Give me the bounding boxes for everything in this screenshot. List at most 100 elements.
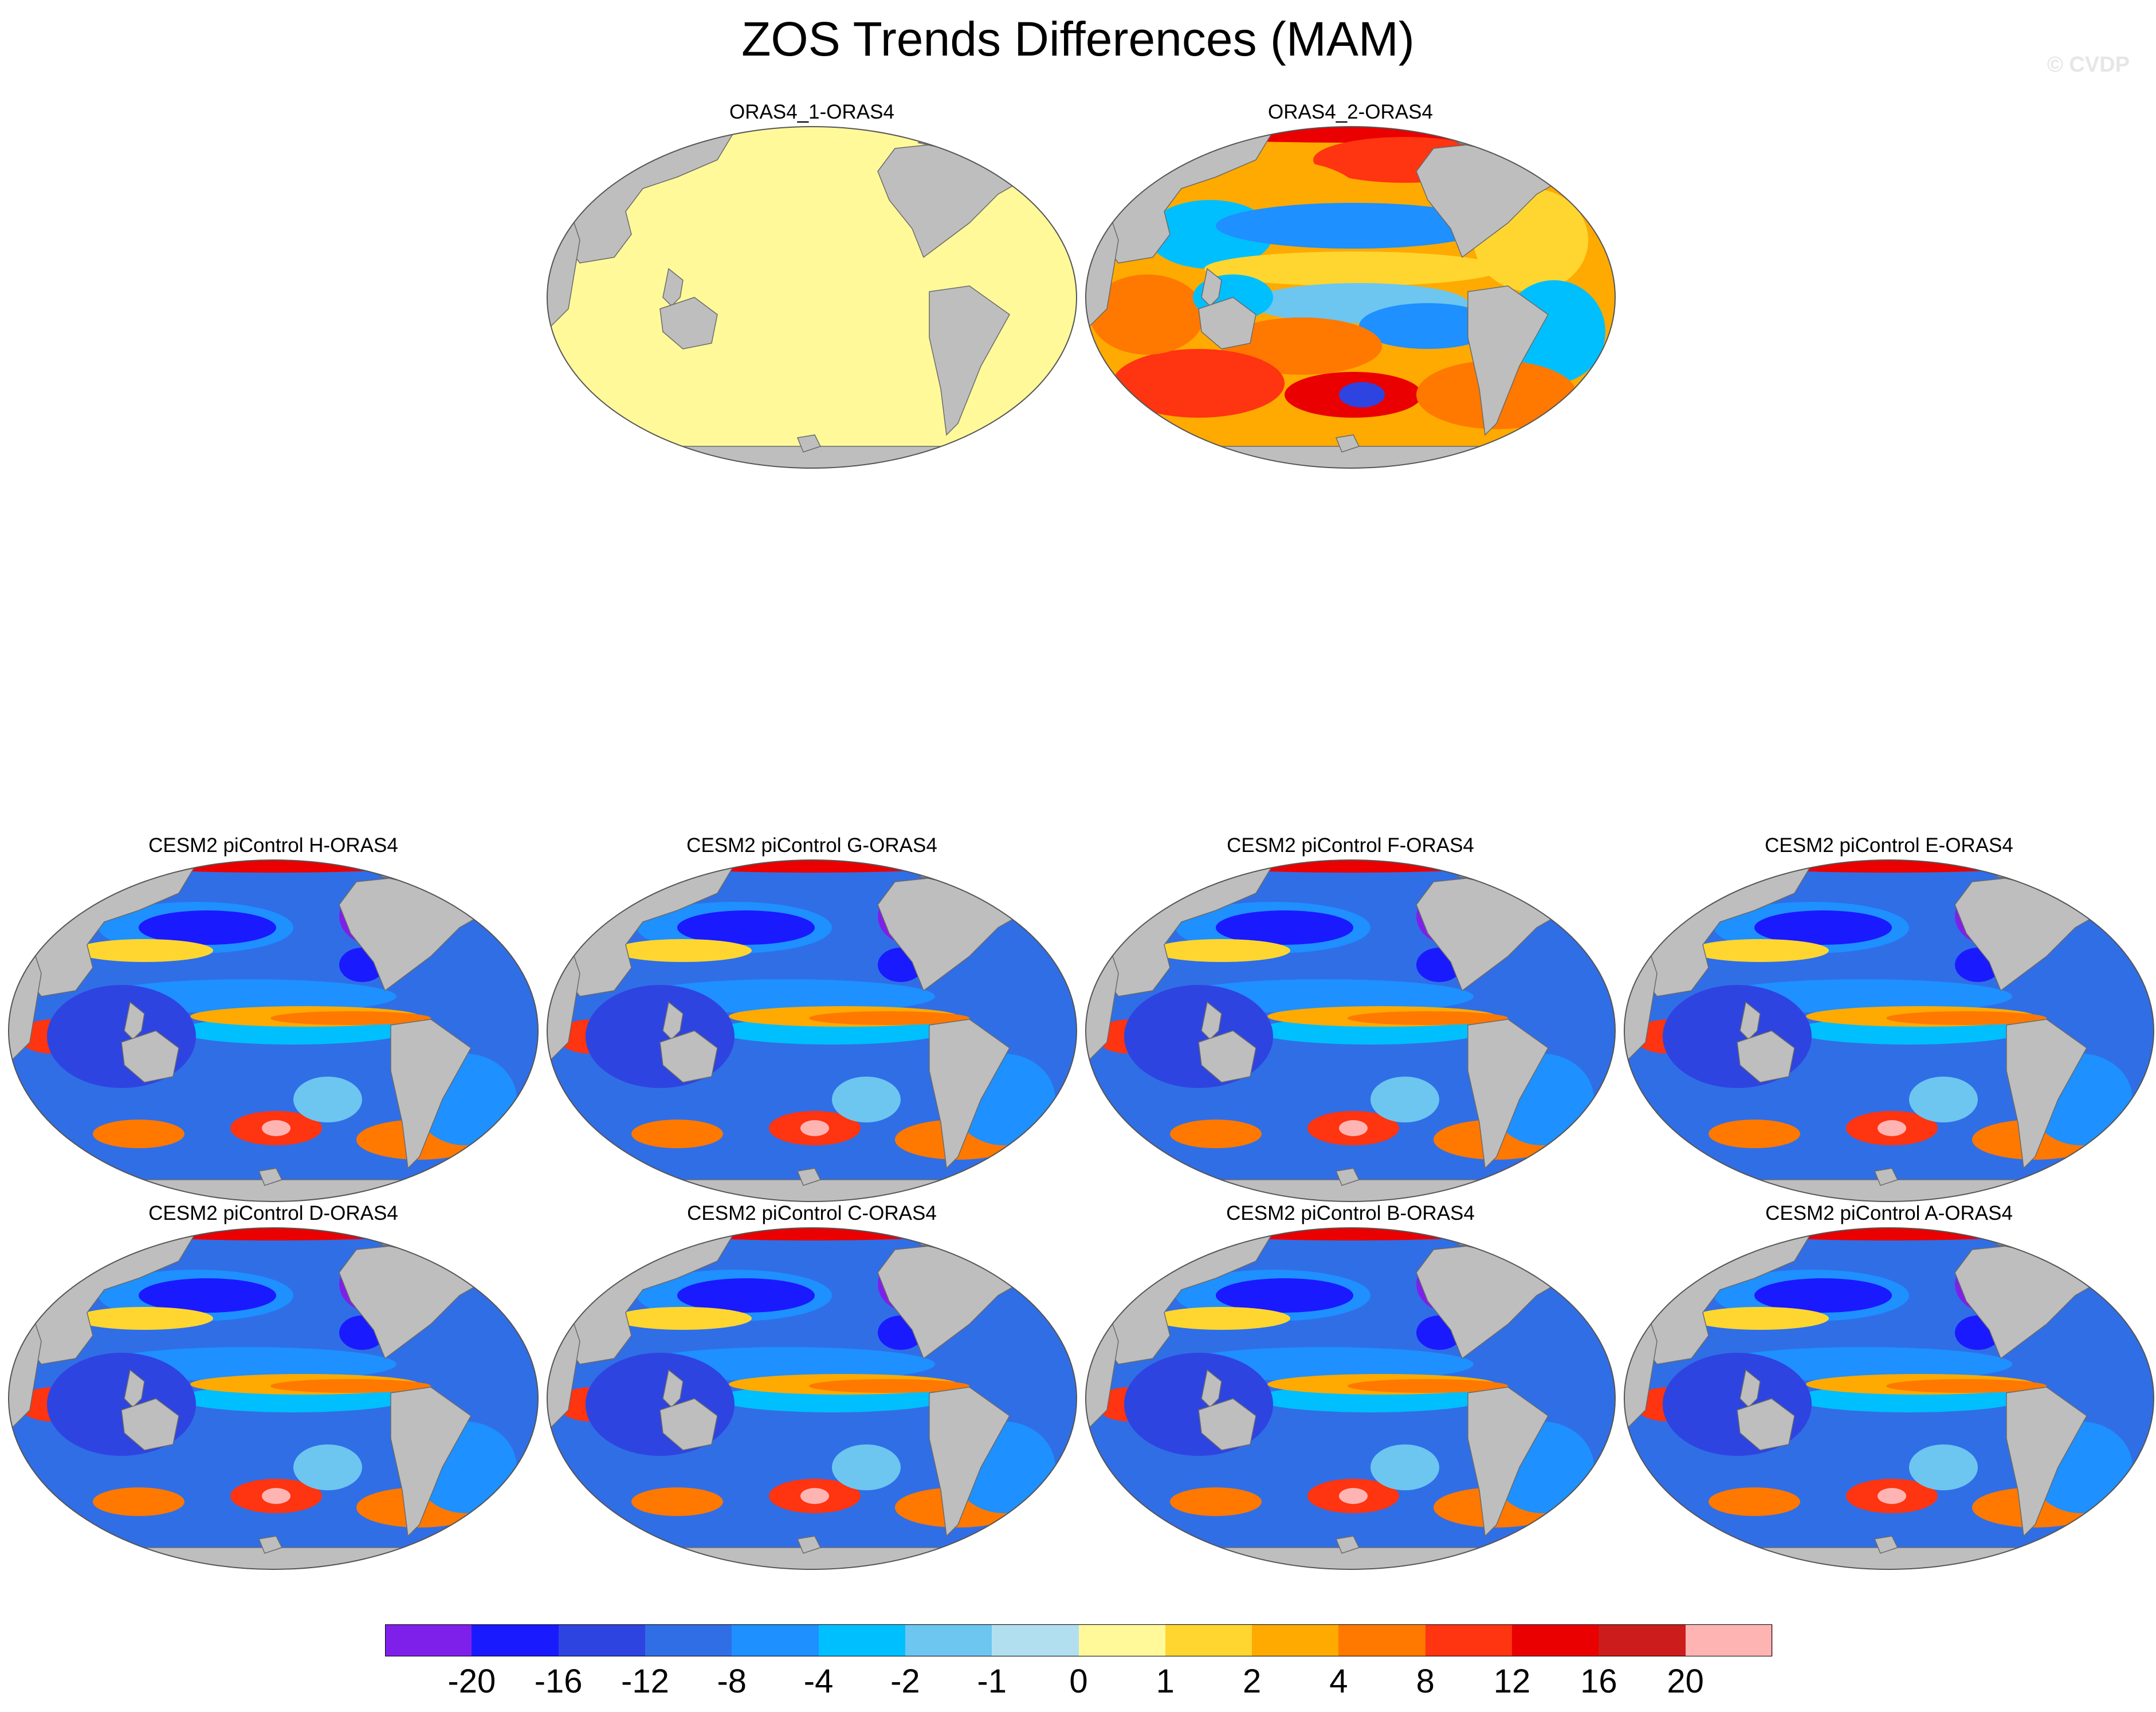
colorbar-box — [1512, 1624, 1599, 1656]
colorbar-tick-label: 20 — [1667, 1663, 1704, 1700]
anomaly-region — [640, 860, 984, 873]
map-content — [1624, 1228, 2154, 1569]
anomaly-region — [800, 1120, 829, 1136]
south-america-land — [929, 285, 1010, 436]
panel-title: CESM2 piControl H-ORAS4 — [148, 834, 398, 857]
maritime-continent-land — [1201, 268, 1222, 307]
colorbar-box — [645, 1624, 732, 1656]
anomaly-region — [800, 1488, 829, 1504]
antarctica-land — [1624, 1179, 2154, 1201]
colorbar-box — [1078, 1624, 1166, 1656]
map-content — [547, 127, 1077, 468]
antarctica-land — [1086, 446, 1615, 468]
map-outline — [1085, 859, 1616, 1202]
map-panel-oras4-2: ORAS4_2-ORAS4 — [1084, 100, 1617, 473]
colorbar-tick-label: -20 — [447, 1663, 496, 1700]
antarctic-peninsula-land — [1874, 1536, 1899, 1554]
colorbar-tick-label: -8 — [717, 1663, 747, 1700]
panel-title: CESM2 piControl D-ORAS4 — [148, 1202, 398, 1224]
panel-title: CESM2 piControl C-ORAS4 — [687, 1202, 937, 1224]
colorbar-tick-label: -2 — [890, 1663, 920, 1700]
antarctic-peninsula-land — [1874, 1168, 1899, 1186]
anomaly-region — [1717, 860, 2061, 873]
anomaly-region — [76, 939, 213, 962]
anomaly-region — [1754, 1278, 1892, 1313]
map-panel-cesm2-g: CESM2 piControl G-ORAS4 — [545, 834, 1078, 1206]
world-map — [1624, 1227, 2154, 1570]
anomaly-region — [1348, 1011, 1508, 1025]
colorbar-box — [905, 1624, 992, 1656]
anomaly-region — [1179, 860, 1522, 873]
anomaly-region — [293, 1444, 362, 1490]
antarctic-peninsula-land — [1335, 1168, 1360, 1186]
map-panel-cesm2-d: CESM2 piControl D-ORAS4 — [7, 1201, 540, 1574]
colorbar-box — [1685, 1624, 1773, 1656]
south-america-land — [2006, 1387, 2087, 1537]
map-content — [547, 1228, 1077, 1569]
colorbar-box — [1338, 1624, 1426, 1656]
anomaly-region — [1133, 127, 1568, 143]
australia-land — [1737, 1398, 1795, 1451]
anomaly-region — [631, 1487, 723, 1516]
map-content — [547, 860, 1077, 1201]
antarctic-peninsula-land — [1335, 434, 1360, 453]
anomaly-region — [640, 1228, 984, 1240]
anomaly-region — [93, 1487, 184, 1516]
panel-title: CESM2 piControl E-ORAS4 — [1765, 834, 2013, 857]
anomaly-region — [1348, 1379, 1508, 1393]
map-outline — [8, 859, 539, 1202]
antarctica-land — [1086, 1547, 1615, 1569]
panel-title: CESM2 piControl F-ORAS4 — [1227, 834, 1474, 857]
anomaly-region — [262, 1120, 290, 1136]
antarctic-peninsula-land — [796, 1168, 822, 1186]
anomaly-region — [1370, 1077, 1439, 1122]
world-map — [547, 859, 1077, 1202]
cvdp-credit: © CVDP — [2047, 53, 2130, 77]
maritime-continent-land — [1201, 1369, 1222, 1408]
maritime-continent-land — [662, 1369, 684, 1408]
anomaly-region — [270, 1379, 431, 1393]
colorbar-box — [385, 1624, 472, 1656]
maritime-continent-land — [1739, 1369, 1761, 1408]
map-outline — [1085, 126, 1616, 469]
map-outline — [547, 859, 1077, 1202]
colorbar-tick-label: 8 — [1416, 1663, 1435, 1700]
anomaly-region — [270, 1011, 431, 1025]
map-panel-cesm2-h: CESM2 piControl H-ORAS4 — [7, 834, 540, 1206]
anomaly-region — [262, 1488, 290, 1504]
maritime-continent-land — [1739, 1001, 1761, 1040]
south-america-land — [1467, 285, 1549, 436]
panel-title: ORAS4_1-ORAS4 — [729, 101, 894, 123]
antarctica-land — [547, 446, 1077, 468]
anomaly-region — [1878, 1120, 1906, 1136]
anomaly-region — [809, 1011, 969, 1025]
colorbar — [385, 1624, 1773, 1656]
colorbar-box — [992, 1624, 1079, 1656]
anomaly-region — [93, 1120, 184, 1148]
world-map — [1624, 859, 2154, 1202]
anomaly-region — [677, 1278, 815, 1313]
map-outline — [8, 1227, 539, 1570]
south-america-land — [390, 1387, 472, 1537]
australia-land — [121, 1030, 179, 1083]
anomaly-region — [1179, 1228, 1522, 1240]
antarctic-peninsula-land — [1335, 1536, 1360, 1554]
antarctica-land — [9, 1179, 538, 1201]
australia-land — [659, 1398, 718, 1451]
colorbar-tick-label: 16 — [1580, 1663, 1617, 1700]
anomaly-region — [614, 1307, 752, 1330]
map-content — [1086, 127, 1615, 468]
world-map — [547, 1227, 1077, 1570]
colorbar-box — [818, 1624, 906, 1656]
antarctica-land — [1624, 1547, 2154, 1569]
colorbar-box — [1599, 1624, 1686, 1656]
map-panel-cesm2-f: CESM2 piControl F-ORAS4 — [1084, 834, 1617, 1206]
anomaly-region — [139, 1278, 276, 1313]
map-content — [1624, 860, 2154, 1201]
map-outline — [1624, 859, 2154, 1202]
map-panel-cesm2-b: CESM2 piControl B-ORAS4 — [1084, 1201, 1617, 1574]
anomaly-region — [1717, 1228, 2061, 1240]
map-panel-oras4-1: ORAS4_1-ORAS4 — [545, 100, 1078, 473]
anomaly-region — [101, 860, 445, 873]
anomaly-region — [139, 910, 276, 945]
